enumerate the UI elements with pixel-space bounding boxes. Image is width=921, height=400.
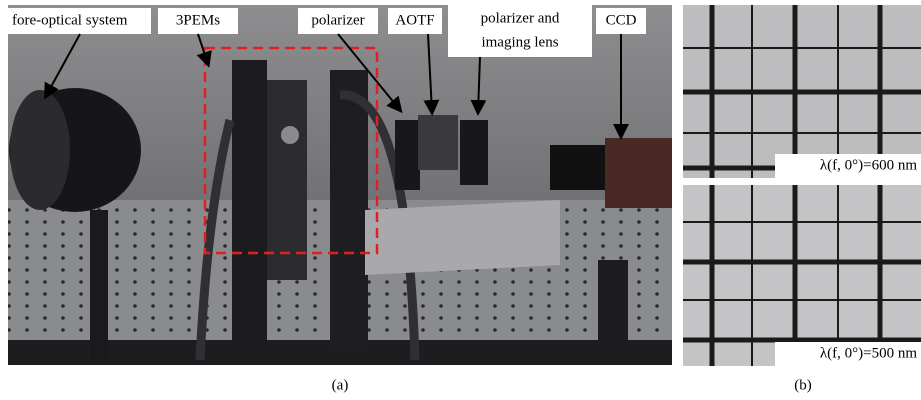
label: CCD <box>606 12 637 28</box>
label: polarizer and <box>481 10 560 26</box>
image-label: λ(f, 0°)=500 nm <box>820 345 917 361</box>
label: imaging lens <box>481 34 558 50</box>
label: AOTF <box>395 12 434 28</box>
image-label: λ(f, 0°)=600 nm <box>820 157 917 173</box>
photo-a <box>8 5 672 365</box>
photo-b: λ(f, 0°)=600 nm λ(f, 0°)=500 nm <box>683 5 921 366</box>
figure: fore-optical system 3PEMs polarizer AOTF… <box>0 0 921 400</box>
label: polarizer <box>311 12 364 28</box>
caption: (a) <box>332 377 349 393</box>
label: fore-optical system <box>12 12 128 28</box>
label: 3PEMs <box>176 12 220 28</box>
caption: (b) <box>794 377 812 393</box>
